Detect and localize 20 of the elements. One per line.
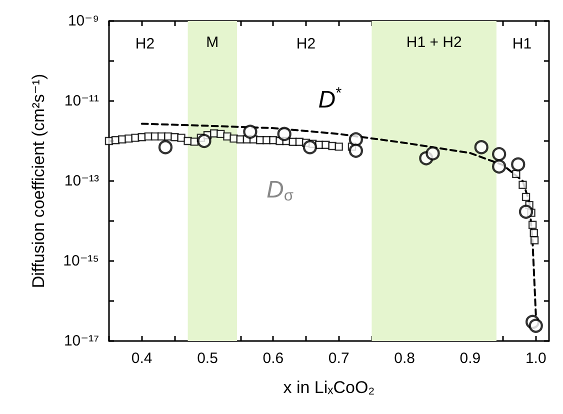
annotation: H2 xyxy=(135,36,155,52)
x-tick-label: 0.7 xyxy=(328,350,350,367)
x-tick-label: 0.9 xyxy=(460,350,481,367)
annotation: H1 xyxy=(512,36,532,52)
x-axis-title: x in LiₓCoO₂ xyxy=(283,378,375,397)
y-tick-label: 10⁻¹¹ xyxy=(64,92,100,110)
y-tick-label: 10⁻⁹ xyxy=(68,12,99,30)
x-tick-label: 0.8 xyxy=(394,350,415,367)
annotation: H2 xyxy=(296,36,316,52)
band-label: M xyxy=(206,34,219,51)
annotation: D* xyxy=(318,84,342,114)
x-tick-label: 1.0 xyxy=(525,350,546,367)
x-tick-label: 0.6 xyxy=(262,350,284,367)
y-tick-label: 10⁻¹⁷ xyxy=(64,332,99,350)
y-axis-title: Diffusion coefficient (cm²s⁻¹) xyxy=(29,74,48,288)
x-tick-label: 0.4 xyxy=(131,350,152,367)
y-tick-label: 10⁻¹⁵ xyxy=(63,252,99,270)
y-tick-label: 10⁻¹³ xyxy=(64,172,100,190)
band-label: H1 + H2 xyxy=(406,34,462,51)
x-tick-label: 0.5 xyxy=(197,350,218,367)
